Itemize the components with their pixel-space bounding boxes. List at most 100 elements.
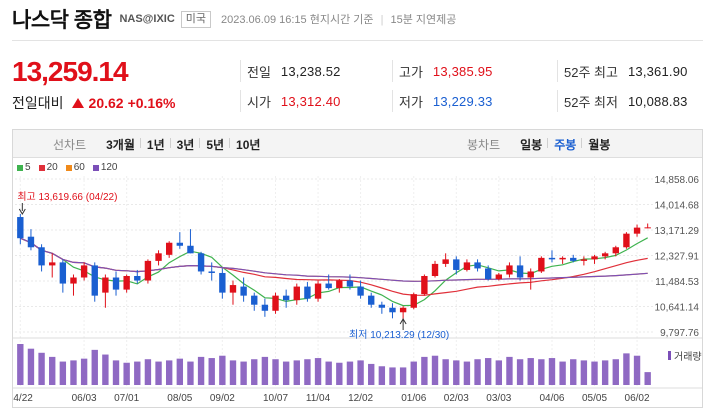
- candle-body: [527, 271, 534, 278]
- stat-value: 13,385.95: [432, 63, 493, 79]
- tab-3-months[interactable]: 3개월: [106, 137, 135, 152]
- candle-body: [155, 253, 162, 261]
- x-tick-label: 01/06: [401, 393, 426, 404]
- index-code: NAS@IXIC: [119, 13, 175, 25]
- stat-prev-close: 전일 13,238.52: [240, 60, 341, 82]
- tab-daily[interactable]: 일봉: [520, 137, 543, 152]
- volume-bar: [612, 359, 619, 385]
- tab-1-year[interactable]: 1년: [139, 136, 171, 153]
- volume-legend-label: 거래량: [674, 352, 702, 363]
- stat-high: 고가 13,385.95: [392, 60, 493, 82]
- candle-body: [80, 265, 88, 278]
- legend-ma5: 5: [17, 162, 31, 173]
- candle-body: [612, 247, 619, 254]
- candle-body: [304, 286, 311, 299]
- candle-body: [506, 265, 513, 275]
- legend-label: 5: [25, 162, 31, 173]
- volume-bar: [304, 359, 311, 385]
- volume-bar: [261, 356, 269, 385]
- volume-bar: [623, 353, 630, 385]
- volume-bar: [91, 349, 98, 385]
- tab-weekly[interactable]: 주봉: [547, 136, 582, 153]
- volume-bar: [59, 361, 67, 385]
- candle-body: [570, 257, 577, 261]
- y-tick-label: 11,484.53: [655, 277, 699, 288]
- volume-bar: [272, 359, 279, 385]
- candle-body: [91, 265, 98, 296]
- stat-52w-high: 52주 최고 13,361.90: [557, 60, 688, 82]
- stat-value: 13,312.40: [280, 93, 341, 109]
- tab-5-years[interactable]: 5년: [199, 136, 230, 153]
- change-amount: 20.62: [88, 95, 124, 111]
- volume-bar: [570, 359, 577, 385]
- y-tick-label: 14,858.06: [655, 175, 700, 186]
- candle-body: [346, 280, 354, 287]
- candle-chart-tabs: 봉차트 일봉 주봉 월봉: [467, 130, 616, 158]
- stat-label: 저가: [399, 94, 423, 110]
- volume-bar: [548, 358, 556, 385]
- low-arrow-head: [399, 318, 407, 325]
- x-tick-label: 06/03: [72, 393, 97, 404]
- volume-bar: [336, 362, 343, 385]
- candle-body: [176, 242, 184, 246]
- volume-bar: [229, 360, 237, 385]
- volume-bar: [538, 359, 545, 385]
- volume-bar: [144, 359, 152, 385]
- volume-bar: [282, 361, 290, 385]
- candle-body: [27, 236, 35, 248]
- x-tick-label: 05/05: [582, 393, 607, 404]
- volume-bar: [123, 362, 130, 385]
- candlestick-chart[interactable]: 9,797.76 10,641.14 11,484.53 12,327.91 13,17…: [13, 130, 702, 407]
- legend-swatch: [17, 164, 23, 171]
- volume-bar: [601, 360, 609, 385]
- volume-bar: [208, 358, 215, 385]
- candle-body: [165, 242, 173, 255]
- tab-10-years[interactable]: 10년: [229, 136, 266, 153]
- legend-swatch: [65, 164, 72, 171]
- candle-body: [49, 262, 56, 266]
- ma120-line: [20, 237, 648, 282]
- volume-bar: [27, 348, 35, 385]
- candle-body: [240, 286, 247, 296]
- tab-3-years[interactable]: 3년: [169, 136, 201, 153]
- line-chart-label: 선차트: [53, 137, 87, 152]
- y-tick-label: 12,327.91: [655, 252, 700, 263]
- candle-body: [399, 307, 407, 313]
- stat-label: 고가: [399, 64, 423, 80]
- candle-body: [431, 263, 439, 276]
- volume-bar: [368, 363, 375, 385]
- volume-bar: [644, 372, 651, 385]
- candle-body: [538, 257, 545, 272]
- stat-value: 13,361.90: [627, 63, 688, 79]
- candle-body: [378, 304, 386, 308]
- change-row: 전일대비 20.62 +0.16%: [12, 93, 175, 113]
- tab-monthly[interactable]: 월봉: [581, 136, 616, 153]
- volume-bar: [219, 355, 226, 385]
- volume-bar: [251, 359, 258, 385]
- candle-body: [516, 265, 524, 278]
- quote-datetime: 2023.06.09 16:15: [221, 14, 307, 26]
- candle-body: [17, 217, 24, 239]
- volume-bar: [112, 360, 120, 385]
- candle-body: [591, 256, 598, 260]
- candle-body: [368, 295, 375, 305]
- volume-bar: [474, 359, 481, 385]
- candle-body: [197, 253, 205, 272]
- candle-body: [421, 275, 428, 295]
- candle-body: [601, 253, 609, 257]
- stat-label: 52주 최고: [564, 64, 618, 80]
- volume-bar: [134, 361, 141, 385]
- volume-bar: [559, 361, 566, 385]
- quote-stats: 전일 13,238.52 시가 13,312.40 고가 13,385.95 저…: [240, 60, 703, 112]
- x-tick-label: 02/03: [444, 393, 469, 404]
- volume-bar: [378, 366, 386, 385]
- divider: |: [380, 14, 384, 26]
- x-tick-label: 10/07: [263, 393, 288, 404]
- volume-bar: [431, 355, 439, 385]
- volume-bar: [155, 361, 162, 385]
- chart-tabs: 선차트 3개월 1년 3년 5년 10년 봉차트 일봉 주봉 월봉: [13, 130, 702, 158]
- stat-label: 전일: [247, 64, 271, 80]
- high-arrow-head: [18, 208, 26, 215]
- candle-body: [463, 262, 471, 270]
- candle-body: [580, 259, 588, 261]
